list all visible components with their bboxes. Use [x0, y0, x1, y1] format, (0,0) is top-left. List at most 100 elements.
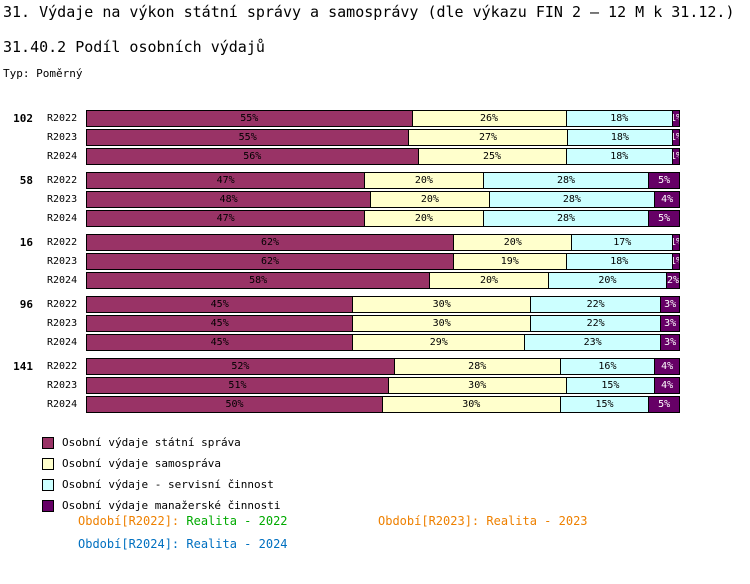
row-label: R2023 — [47, 132, 78, 143]
bar-segment: 5% — [649, 173, 679, 188]
bar-segment: 51% — [87, 378, 389, 393]
bar-segment: 20% — [430, 273, 549, 288]
legend-swatch — [42, 478, 54, 491]
bar-row: 141 R2022 52% 28% 16% 4% — [5, 357, 680, 376]
period-value: Realita - 2024 — [186, 537, 288, 551]
stacked-bar: 55%26%18%1% — [86, 110, 680, 127]
stacked-bar: 62%20%17%1% — [86, 234, 680, 251]
bar-segment: 15% — [566, 378, 656, 393]
row-label: R2022 — [47, 175, 78, 186]
bar-segment: 28% — [483, 173, 650, 188]
bar-segment: 47% — [87, 173, 366, 188]
bar-segment: 23% — [525, 335, 662, 350]
stacked-bar: 51% 30% 15% 4% — [86, 377, 680, 394]
legend-label: Osobní výdaje - servisní činnost — [62, 478, 274, 491]
period-label: Období[R2023]: — [378, 514, 487, 528]
bar-segment: 15% — [560, 397, 650, 412]
bar-segment: 30% — [383, 397, 561, 412]
bar-segment: 45% — [87, 335, 354, 350]
bar-segment: 30% — [388, 378, 567, 393]
period-note-1: Období[R2023]: Realita - 2023 — [378, 514, 588, 528]
bar-segment: 19% — [454, 254, 567, 269]
stacked-bar: 47% 20% 28% 5% — [86, 172, 680, 189]
stacked-bar: 45% 30% 22% 3% — [86, 296, 680, 313]
group-label: 102 — [13, 112, 33, 125]
bar-row: R2023 48% 20% 28% 4% — [5, 190, 680, 209]
bar-segment: 17% — [572, 235, 674, 250]
row-label: R2024 — [47, 337, 78, 348]
row-label: R2024 — [47, 151, 78, 162]
bar-segment: 27% — [409, 130, 568, 145]
period-label: Období[R2022]: — [78, 514, 187, 528]
chart-subtitle: 31.40.2 Podíl osobních výdajů — [3, 38, 265, 56]
bar-segment: 22% — [530, 316, 662, 331]
row-label: R2024 — [47, 213, 78, 224]
group-label: 96 — [19, 298, 33, 311]
bar-row: R2024 58% 20% 20% 2% — [5, 271, 680, 290]
bar-segment: 56% — [87, 149, 419, 164]
row-label: R2023 — [47, 256, 78, 267]
bar-segment: 20% — [365, 173, 484, 188]
group-label: 16 — [19, 236, 33, 249]
bar-row: 16 R2022 62%20%17%1% — [5, 233, 680, 252]
stacked-bar: 45% 29% 23% 3% — [86, 334, 680, 351]
bar-segment: 25% — [418, 149, 567, 164]
bar-segment: 45% — [87, 297, 354, 312]
bar-row: R2023 62%19%18%1% — [5, 252, 680, 271]
bar-segment: 26% — [412, 111, 567, 126]
bar-segment: 2% — [667, 273, 679, 288]
bar-segment: 3% — [661, 316, 679, 331]
bar-group: 102R202255%26%18%1%R202355%27%18%1%R2024… — [5, 109, 680, 166]
bar-segment: 4% — [655, 378, 679, 393]
stacked-bar: 47% 20% 28% 5% — [86, 210, 680, 227]
bar-segment: 1% — [673, 235, 679, 250]
legend-swatch — [42, 457, 54, 470]
bar-row: 58 R2022 47% 20% 28% 5% — [5, 171, 680, 190]
bar-group: 58 R2022 47% 20% 28% 5% R2023 48% 20% 28% 4% R2024 4… — [5, 171, 680, 228]
bar-row: 96 R2022 45% 30% 22% 3% — [5, 295, 680, 314]
bar-segment: 48% — [87, 192, 372, 207]
bar-segment: 18% — [566, 149, 674, 164]
stacked-bar: 52% 28% 16% 4% — [86, 358, 680, 375]
bar-segment: 3% — [661, 297, 679, 312]
row-label: R2023 — [47, 380, 78, 391]
stacked-bar: 62%19%18%1% — [86, 253, 680, 270]
legend-item: Osobní výdaje manažerské činnosti — [42, 495, 281, 516]
stacked-bar: 56%25%18%1% — [86, 148, 680, 165]
row-label: R2022 — [47, 361, 78, 372]
bar-segment: 5% — [649, 397, 679, 412]
bar-segment: 55% — [87, 111, 413, 126]
bar-row: R2023 45% 30% 22% 3% — [5, 314, 680, 333]
bar-segment: 58% — [87, 273, 431, 288]
stacked-bar: 55%27%18%1% — [86, 129, 680, 146]
legend-item: Osobní výdaje - servisní činnost — [42, 474, 281, 495]
period-value: Realita - 2023 — [486, 514, 588, 528]
bar-segment: 62% — [87, 254, 455, 269]
bar-segment: 20% — [365, 211, 484, 226]
bar-segment: 20% — [371, 192, 490, 207]
bar-group: 96 R2022 45% 30% 22% 3% R2023 45% 30% 22% 3% R2024 4… — [5, 295, 680, 352]
row-label: R2024 — [47, 399, 78, 410]
bar-segment: 18% — [567, 130, 674, 145]
bar-segment: 45% — [87, 316, 354, 331]
bar-segment: 30% — [353, 297, 531, 312]
type-label: Typ: Poměrný — [3, 67, 83, 80]
bar-row: R2024 45% 29% 23% 3% — [5, 333, 680, 352]
bar-row: R2024 47% 20% 28% 5% — [5, 209, 680, 228]
bar-segment: 52% — [87, 359, 395, 374]
bar-segment: 55% — [87, 130, 410, 145]
bar-segment: 18% — [566, 254, 674, 269]
legend-label: Osobní výdaje státní správa — [62, 436, 241, 449]
bar-segment: 22% — [530, 297, 662, 312]
bar-group: 16R202262%20%17%1%R202362%19%18%1%R20245… — [5, 233, 680, 290]
bar-segment: 4% — [655, 359, 679, 374]
bar-row: R2023 51% 30% 15% 4% — [5, 376, 680, 395]
bar-segment: 1% — [673, 111, 679, 126]
period-label: Období[R2024]: — [78, 537, 187, 551]
stacked-bar: 48% 20% 28% 4% — [86, 191, 680, 208]
period-value: Realita - 2022 — [186, 514, 288, 528]
period-note-2: Období[R2024]: Realita - 2024 — [78, 537, 288, 551]
bar-segment: 4% — [655, 192, 679, 207]
bar-segment: 62% — [87, 235, 455, 250]
